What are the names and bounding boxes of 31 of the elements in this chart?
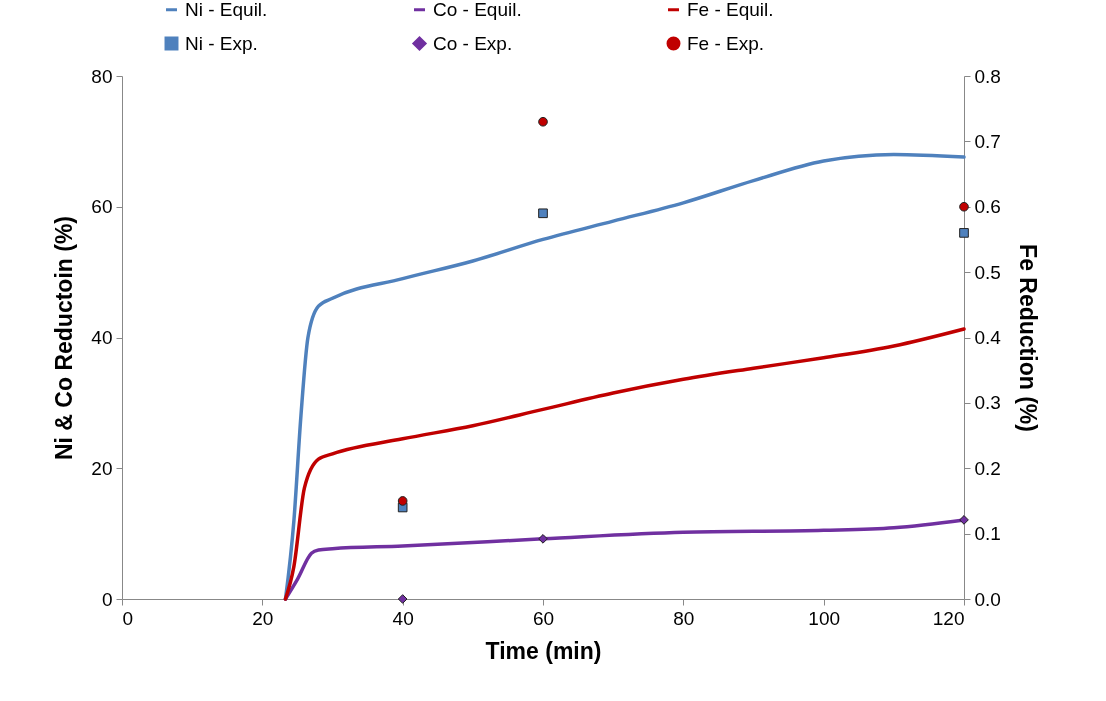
legend-label: Fe - Equil. — [687, 0, 774, 20]
y-axis-title: Ni & Co Reductoin (%) — [51, 215, 78, 461]
legend-label: Co - Exp. — [433, 32, 513, 54]
y2-tick-label: 0.2 — [974, 457, 1001, 479]
x-tick-label: 60 — [532, 607, 555, 629]
y-tick-label: 20 — [91, 457, 113, 479]
x-tick-label: 100 — [808, 607, 841, 629]
x-tick-label: 80 — [673, 607, 695, 629]
x-tick-label: 20 — [252, 607, 274, 629]
y2-tick-label: 0.8 — [974, 65, 1001, 87]
legend-label: Ni - Equil. — [185, 0, 268, 20]
legend-label: Ni - Exp. — [185, 32, 258, 54]
y-tick-label: 60 — [91, 196, 113, 218]
y-tick-label: 80 — [91, 65, 113, 87]
y2-tick-label: 0.4 — [974, 327, 1002, 348]
y2-tick-label: 0.6 — [974, 196, 1001, 218]
x-tick-label: 120 — [932, 607, 965, 629]
legend-label: Fe - Exp. — [687, 32, 765, 54]
y2-tick-label: 0.5 — [974, 261, 1001, 283]
y-tick-label: 0 — [101, 588, 113, 610]
y2-tick-label: 0.0 — [974, 588, 1001, 610]
y2-axis-title: Fe Reduction (%) — [1014, 244, 1041, 432]
x-tick-label: 40 — [392, 607, 414, 629]
line-series — [283, 327, 966, 601]
x-axis-title: Time (min) — [485, 637, 602, 664]
legend-label: Co - Equil. — [433, 0, 522, 20]
y-tick-label: 40 — [91, 327, 113, 348]
x-tick-label: 0 — [122, 607, 134, 629]
y2-tick-label: 0.7 — [974, 130, 1001, 152]
y2-tick-label: 0.3 — [974, 392, 1001, 414]
y2-tick-label: 0.1 — [974, 523, 1001, 545]
